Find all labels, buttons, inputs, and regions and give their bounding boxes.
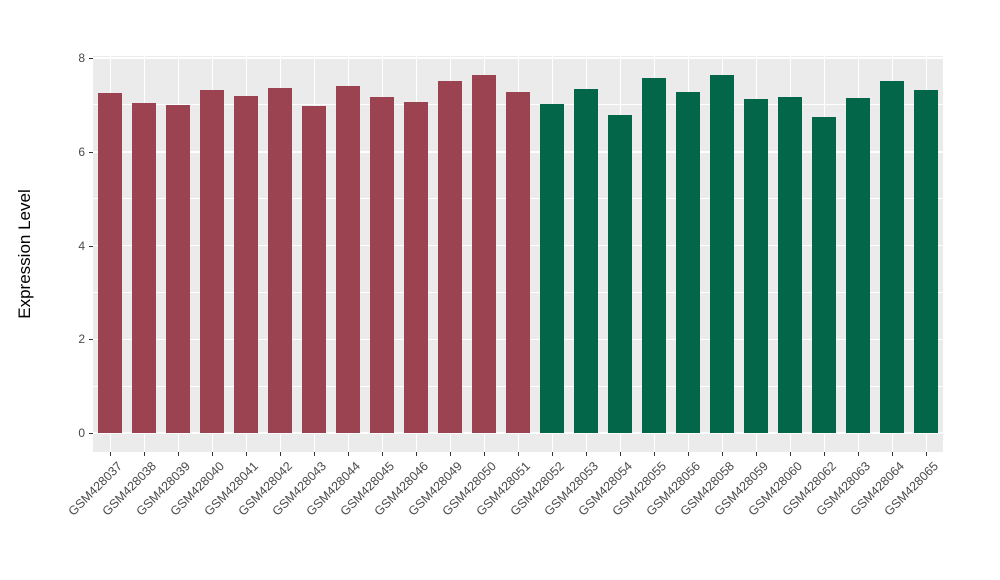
bar-GSM428037 (98, 92, 122, 433)
x-tick-mark (653, 452, 655, 456)
x-tick-mark (143, 452, 145, 456)
bar-GSM428045 (370, 97, 394, 433)
bar-GSM428058 (710, 74, 734, 433)
bar-GSM428053 (574, 89, 598, 433)
x-tick-mark (177, 452, 179, 456)
x-tick-mark (755, 452, 757, 456)
bar-GSM428041 (234, 95, 258, 433)
x-tick-mark (721, 452, 723, 456)
x-tick-mark (585, 452, 587, 456)
plot-panel (93, 56, 943, 452)
y-tick-label: 8 (78, 51, 85, 65)
bar-GSM428065 (914, 89, 938, 433)
y-tick-label: 6 (78, 144, 85, 159)
bar-GSM428038 (132, 102, 156, 433)
bar-GSM428063 (846, 97, 870, 433)
bar-GSM428064 (880, 81, 904, 433)
x-tick-mark (619, 452, 621, 456)
bar-GSM428060 (778, 96, 802, 433)
bar-GSM428039 (166, 104, 190, 433)
bar-GSM428059 (744, 99, 768, 433)
x-tick-mark (109, 452, 111, 456)
y-tick-label: 2 (78, 332, 85, 347)
y-tick-mark (89, 151, 93, 153)
x-tick-mark (449, 452, 451, 456)
y-tick-mark (89, 433, 93, 434)
x-tick-mark (483, 452, 485, 456)
bar-GSM428054 (608, 115, 632, 433)
y-tick-label: 4 (78, 238, 85, 253)
x-tick-mark (517, 452, 519, 456)
bar-GSM428052 (540, 104, 564, 433)
bar-GSM428062 (812, 116, 836, 433)
x-tick-mark (925, 452, 927, 456)
y-axis-title: Expression Level (15, 189, 34, 319)
y-tick-mark (89, 58, 93, 59)
x-tick-mark (347, 452, 349, 456)
y-tick-mark (89, 245, 93, 247)
bar-GSM428056 (676, 92, 700, 433)
x-tick-mark (415, 452, 417, 456)
x-tick-mark (789, 452, 791, 456)
y-tick-label: 0 (78, 426, 85, 440)
x-tick-mark (891, 452, 893, 456)
x-tick-mark (313, 452, 315, 456)
bar-GSM428051 (506, 91, 530, 433)
x-tick-mark (279, 452, 281, 456)
x-tick-mark (823, 452, 825, 456)
bar-GSM428055 (642, 78, 666, 433)
bar-GSM428043 (302, 105, 326, 433)
y-tick-mark (89, 339, 93, 341)
bar-GSM428046 (404, 102, 428, 433)
x-tick-mark (687, 452, 689, 456)
x-tick-mark (381, 452, 383, 456)
bar-GSM428044 (336, 86, 360, 433)
x-tick-mark (857, 452, 859, 456)
bar-GSM428050 (472, 74, 496, 433)
x-tick-mark (211, 452, 213, 456)
bar-GSM428042 (268, 87, 292, 433)
bar-GSM428049 (438, 80, 462, 433)
bar-GSM428040 (200, 90, 224, 433)
x-tick-mark (551, 452, 553, 456)
x-tick-mark (245, 452, 247, 456)
